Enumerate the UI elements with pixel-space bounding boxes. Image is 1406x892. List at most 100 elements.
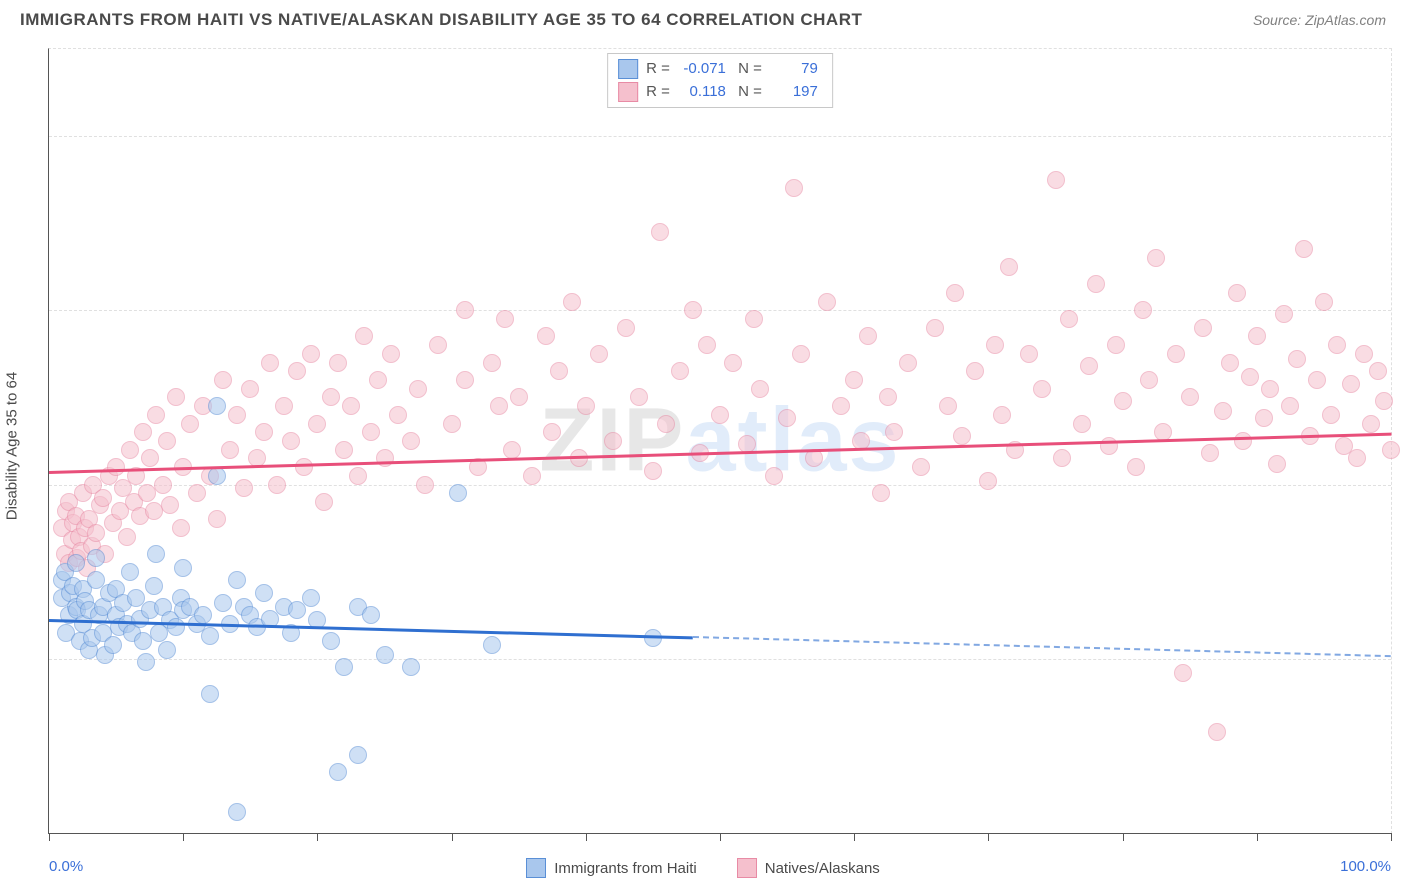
data-point xyxy=(496,310,514,328)
plot-canvas: ZIPatlas 10.0%20.0%30.0%40.0%0.0%100.0% xyxy=(49,49,1391,833)
data-point xyxy=(158,641,176,659)
data-point xyxy=(1248,327,1266,345)
data-point xyxy=(1255,409,1273,427)
data-point xyxy=(138,484,156,502)
data-point xyxy=(201,685,219,703)
data-point xyxy=(87,549,105,567)
data-point xyxy=(651,223,669,241)
chart-source: Source: ZipAtlas.com xyxy=(1253,12,1386,28)
xtick xyxy=(586,833,587,841)
xtick xyxy=(1391,833,1392,841)
data-point xyxy=(939,397,957,415)
data-point xyxy=(302,345,320,363)
data-point xyxy=(235,479,253,497)
data-point xyxy=(1114,392,1132,410)
data-point xyxy=(107,458,125,476)
data-point xyxy=(1228,284,1246,302)
data-point xyxy=(322,632,340,650)
data-point xyxy=(167,388,185,406)
data-point xyxy=(1355,345,1373,363)
data-point xyxy=(1073,415,1091,433)
data-point xyxy=(1194,319,1212,337)
data-point xyxy=(382,345,400,363)
data-point xyxy=(282,432,300,450)
data-point xyxy=(577,397,595,415)
data-point xyxy=(362,606,380,624)
data-point xyxy=(1208,723,1226,741)
chart-title: IMMIGRANTS FROM HAITI VS NATIVE/ALASKAN … xyxy=(20,10,862,30)
xtick xyxy=(183,833,184,841)
data-point xyxy=(543,423,561,441)
data-point xyxy=(879,388,897,406)
data-point xyxy=(1127,458,1145,476)
legend-label-natives: Natives/Alaskans xyxy=(765,860,880,877)
data-point xyxy=(1147,249,1165,267)
data-point xyxy=(1348,449,1366,467)
data-point xyxy=(255,423,273,441)
data-point xyxy=(456,371,474,389)
data-point xyxy=(724,354,742,372)
stats-r-haiti: -0.071 xyxy=(678,58,726,81)
data-point xyxy=(376,646,394,664)
data-point xyxy=(228,803,246,821)
data-point xyxy=(1315,293,1333,311)
data-point xyxy=(818,293,836,311)
data-point xyxy=(1053,449,1071,467)
data-point xyxy=(221,441,239,459)
data-point xyxy=(134,423,152,441)
data-point xyxy=(1181,388,1199,406)
data-point xyxy=(456,301,474,319)
data-point xyxy=(1328,336,1346,354)
data-point xyxy=(1221,354,1239,372)
data-point xyxy=(369,371,387,389)
data-point xyxy=(121,441,139,459)
data-point xyxy=(1369,362,1387,380)
data-point xyxy=(329,354,347,372)
data-point xyxy=(1275,305,1293,323)
data-point xyxy=(275,397,293,415)
data-point xyxy=(1241,368,1259,386)
legend-label-haiti: Immigrants from Haiti xyxy=(554,860,697,877)
legend-swatch-natives xyxy=(737,858,757,878)
data-point xyxy=(241,380,259,398)
data-point xyxy=(194,606,212,624)
data-point xyxy=(1033,380,1051,398)
data-point xyxy=(161,496,179,514)
data-point xyxy=(268,476,286,494)
data-point xyxy=(147,406,165,424)
ytick-label: 20.0% xyxy=(1396,476,1406,493)
data-point xyxy=(389,406,407,424)
xtick xyxy=(988,833,989,841)
data-point xyxy=(1087,275,1105,293)
data-point xyxy=(872,484,890,502)
xtick xyxy=(720,833,721,841)
data-point xyxy=(604,432,622,450)
xtick xyxy=(49,833,50,841)
data-point xyxy=(1140,371,1158,389)
data-point xyxy=(228,571,246,589)
swatch-natives xyxy=(618,82,638,102)
data-point xyxy=(953,427,971,445)
data-point xyxy=(87,524,105,542)
data-point xyxy=(885,423,903,441)
data-point xyxy=(118,528,136,546)
legend-item-haiti: Immigrants from Haiti xyxy=(526,858,697,878)
data-point xyxy=(778,409,796,427)
data-point xyxy=(228,406,246,424)
data-point xyxy=(355,327,373,345)
data-point xyxy=(483,354,501,372)
data-point xyxy=(792,345,810,363)
data-point xyxy=(174,559,192,577)
data-point xyxy=(832,397,850,415)
xtick xyxy=(854,833,855,841)
stats-r-label: R = xyxy=(646,58,670,81)
plot-area: ZIPatlas 10.0%20.0%30.0%40.0%0.0%100.0% … xyxy=(48,48,1392,834)
data-point xyxy=(288,362,306,380)
trend-line-dashed xyxy=(693,636,1391,657)
data-point xyxy=(684,301,702,319)
y-axis-label: Disability Age 35 to 64 xyxy=(4,372,21,520)
data-point xyxy=(1134,301,1152,319)
data-point xyxy=(1308,371,1326,389)
data-point xyxy=(523,467,541,485)
data-point xyxy=(167,618,185,636)
